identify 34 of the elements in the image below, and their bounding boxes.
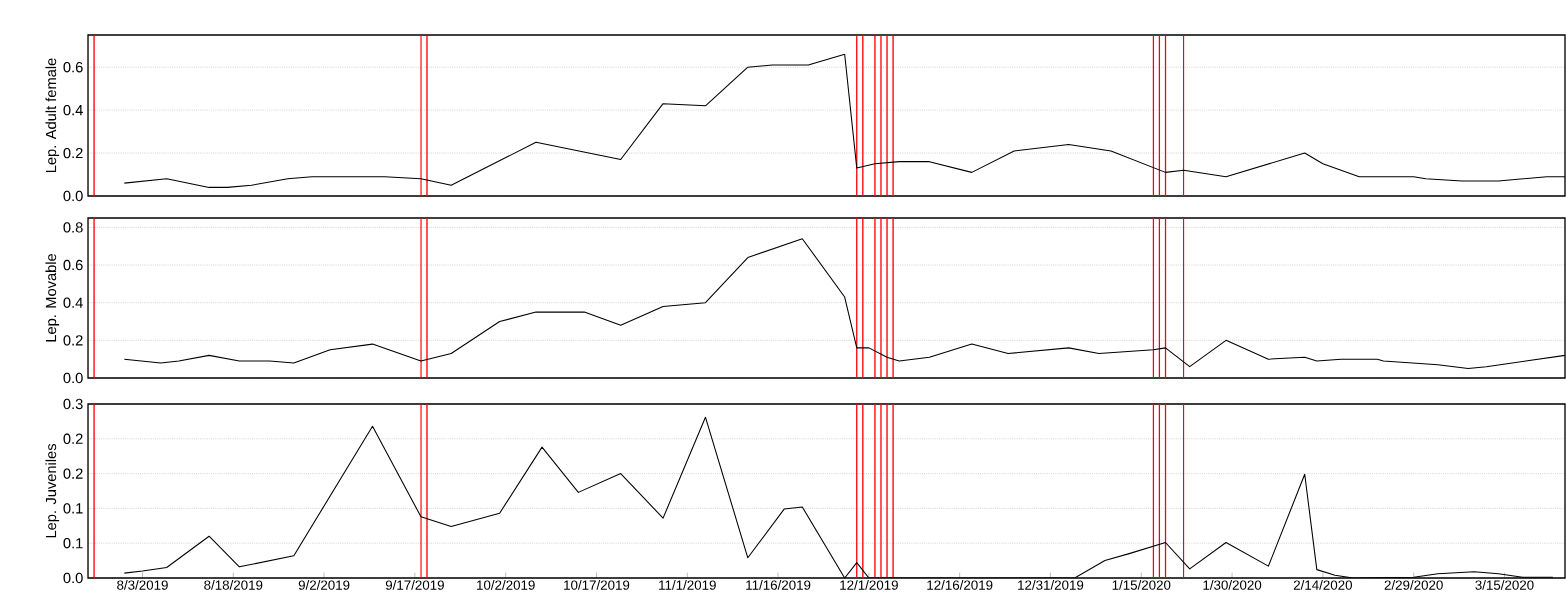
y-tick-label: 0.6 [63, 259, 83, 271]
x-tick-label: 2/14/2020 [1293, 580, 1353, 590]
x-tick-label: 9/17/2019 [385, 580, 444, 590]
y-tick-label: 0.2 [63, 335, 83, 346]
y-tick-label: 0.1 [63, 538, 83, 549]
x-tick-label: 8/3/2019 [117, 580, 168, 590]
x-tick-label: 12/1/2019 [840, 580, 898, 590]
x-tick-label: 10/17/2019 [564, 580, 630, 590]
x-tick-label: 1/30/2020 [1203, 580, 1262, 590]
x-tick-label: 12/31/2019 [1018, 580, 1084, 590]
x-tick-label: 9/2/2019 [298, 580, 350, 590]
y-axis-title: Lep. Adult female [45, 58, 60, 173]
x-tick-label: 2/29/2020 [1384, 580, 1443, 590]
y-tick-label: 0.0 [63, 372, 83, 384]
y-axis-title: Lep. Movable [45, 253, 60, 342]
y-tick-label: 0.4 [63, 297, 83, 308]
y-tick-label: 0.8 [63, 222, 83, 233]
x-tick-label: 11/1/2019 [659, 580, 716, 590]
x-tick-label: 12/16/2019 [927, 580, 993, 590]
y-tick-label: 0.0 [63, 190, 83, 202]
y-tick-label: 0.1 [63, 503, 83, 514]
y-tick-label: 0.2 [63, 433, 83, 444]
y-axis-title: Lep. Juveniles [45, 443, 60, 538]
y-tick-label: 0.2 [63, 468, 83, 479]
y-tick-label: 0.2 [63, 147, 83, 159]
y-tick-label: 0.3 [63, 398, 83, 410]
x-tick-label: 11/16/2019 [746, 580, 811, 590]
x-tick-label: 8/18/2019 [204, 580, 263, 590]
x-tick-label: 10/2/2019 [477, 580, 535, 590]
y-tick-label: 0.4 [63, 104, 83, 116]
y-tick-label: 0.6 [63, 62, 83, 73]
x-tick-label: 1/15/2020 [1112, 580, 1171, 590]
y-tick-label: 0.0 [63, 572, 83, 584]
x-tick-label: 3/15/2020 [1475, 580, 1534, 590]
